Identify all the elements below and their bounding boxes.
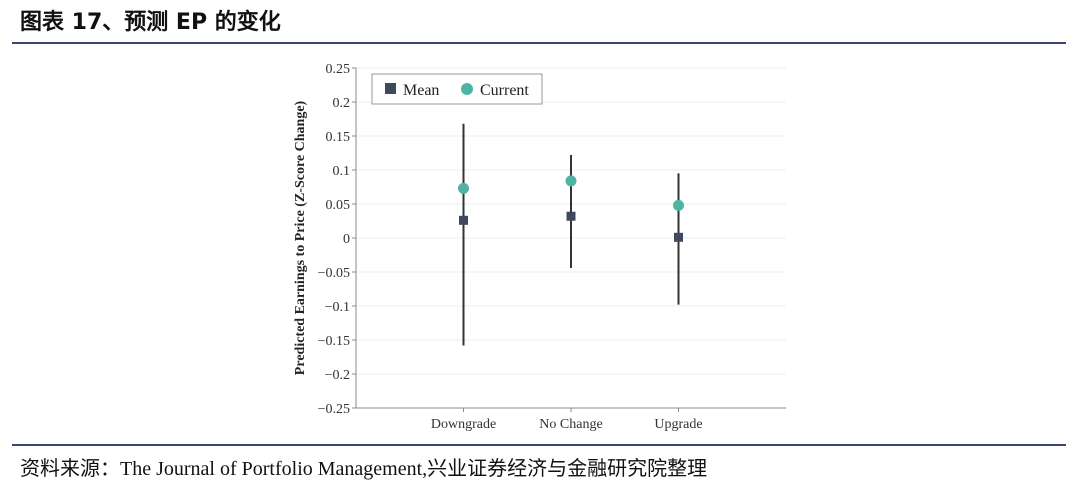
y-tick-label: −0.05 xyxy=(318,266,350,281)
x-tick-label: No Change xyxy=(539,417,602,432)
y-tick-label: 0.25 xyxy=(326,62,351,77)
top-divider xyxy=(12,42,1066,44)
y-tick-label: 0.15 xyxy=(326,130,351,145)
current-marker xyxy=(458,182,469,194)
legend: Mean Current xyxy=(371,73,543,105)
y-tick-label: 0.1 xyxy=(333,164,351,179)
legend-box xyxy=(371,73,543,105)
y-tick-label: −0.15 xyxy=(318,334,350,349)
y-tick-label: −0.2 xyxy=(325,368,350,383)
x-axis: Downgrade No Change Upgrade xyxy=(356,407,786,432)
current-marker xyxy=(673,199,684,211)
series-mean xyxy=(459,211,683,242)
x-tick-label: Upgrade xyxy=(654,417,702,432)
y-tick-label: −0.1 xyxy=(325,300,350,315)
y-axis-title: Predicted Earnings to Price (Z-Score Cha… xyxy=(293,100,308,375)
legend-current-swatch xyxy=(461,83,473,95)
mean-marker xyxy=(674,232,683,242)
x-tick-label: Downgrade xyxy=(431,417,496,432)
y-tick-label: 0 xyxy=(343,232,350,247)
source-note: 资料来源：The Journal of Portfolio Management… xyxy=(20,452,707,481)
y-tick-label: 0.05 xyxy=(326,198,351,213)
y-tick-label: 0.2 xyxy=(333,96,351,111)
series-current xyxy=(458,175,684,211)
legend-mean-label: Mean xyxy=(403,82,439,99)
whiskers xyxy=(462,123,680,346)
current-marker xyxy=(565,175,577,187)
figure-title: 图表 17、预测 EP 的变化 xyxy=(20,10,281,35)
legend-current-label: Current xyxy=(480,82,529,99)
source-text: The Journal of Portfolio Management,兴业证券… xyxy=(120,458,708,480)
mean-marker xyxy=(566,211,576,221)
y-tick-label: −0.25 xyxy=(318,402,350,417)
bottom-divider xyxy=(12,444,1066,446)
mean-marker xyxy=(459,215,468,225)
y-axis: 0.25 0.2 0.15 0.1 0.05 0 −0.05 −0.1 −0.15 −0.2 −0.… xyxy=(318,62,357,417)
legend-mean-swatch xyxy=(385,83,396,94)
source-label: 资料来源： xyxy=(20,456,120,480)
